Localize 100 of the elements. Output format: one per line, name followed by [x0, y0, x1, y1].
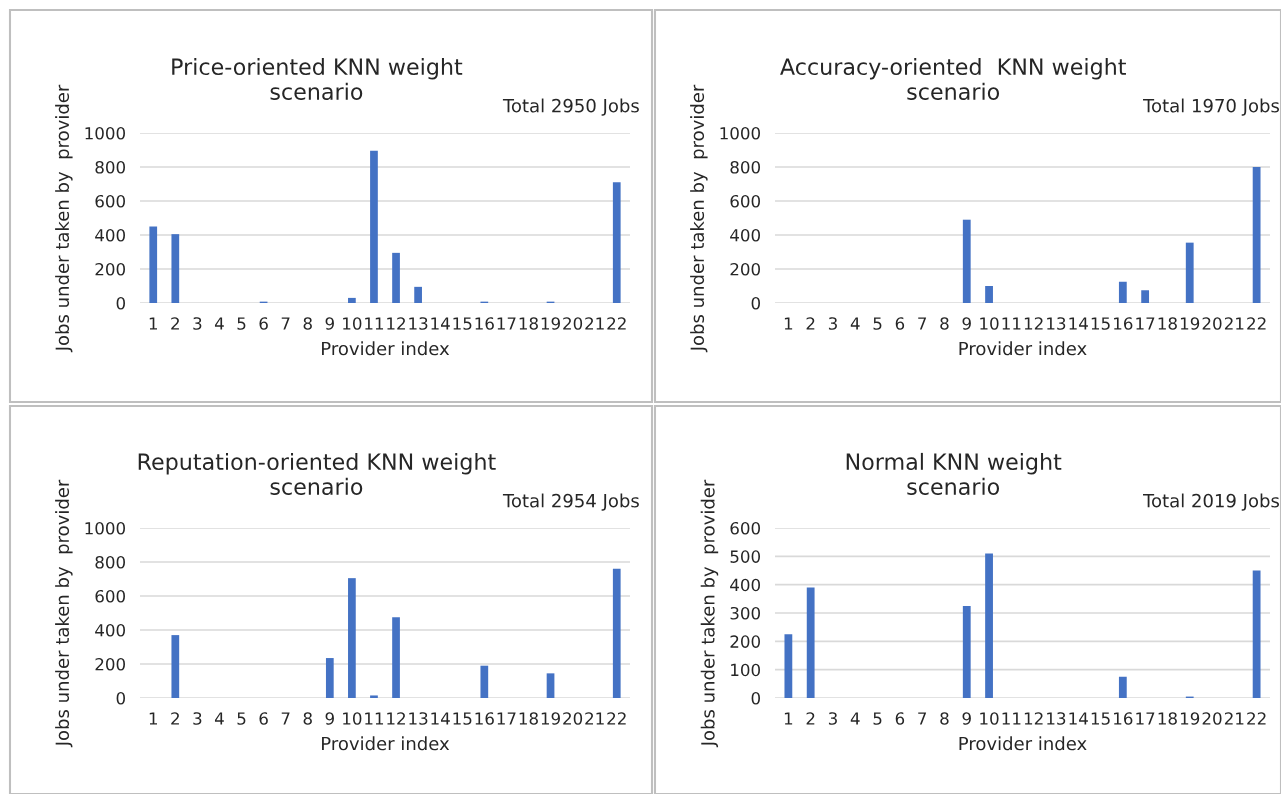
x-tick-label: 7	[918, 317, 927, 330]
x-tick-label: 16	[1114, 317, 1133, 330]
x-tick-label: 13	[1047, 317, 1066, 330]
y-tick-label: 400	[730, 228, 760, 242]
x-tick-label: 21	[1224, 317, 1244, 330]
y-tick-label: 0	[751, 691, 760, 705]
x-tick-label: 13	[409, 712, 428, 725]
bar	[1141, 290, 1150, 303]
x-tick-label: 2	[806, 317, 815, 330]
x-tick-label: 1	[149, 712, 158, 725]
y-tick-label: 100	[731, 663, 760, 677]
y-tick-label: 400	[730, 578, 760, 592]
x-tick-label: 21	[585, 712, 604, 725]
x-tick-label: 11	[1002, 712, 1021, 725]
x-axis-title: Provider index	[322, 341, 450, 356]
x-tick-label: 14	[431, 712, 450, 725]
y-tick-label: 500	[730, 550, 760, 563]
x-tick-label: 17	[1136, 317, 1155, 330]
x-tick-label: 4	[214, 712, 224, 725]
y-tick-label: 400	[95, 623, 125, 637]
y-tick-label: 1000	[85, 521, 125, 535]
bar	[962, 219, 971, 303]
x-axis-title: Provider index	[959, 736, 1087, 751]
bar	[985, 286, 993, 303]
bar	[784, 634, 793, 698]
x-tick-label: 10	[980, 317, 999, 330]
x-tick-label: 11	[365, 712, 384, 725]
x-axis-title: Provider index	[322, 736, 450, 751]
x-tick-label: 18	[1158, 317, 1177, 330]
y-tick-label: 800	[95, 160, 125, 174]
y-tick-label: 300	[730, 606, 760, 620]
x-tick-label: 15	[453, 712, 472, 725]
x-tick-label: 14	[431, 317, 450, 330]
x-tick-label: 18	[519, 317, 538, 330]
x-tick-label: 12	[1024, 712, 1043, 725]
x-tick-label: 10	[343, 317, 362, 330]
bar	[1252, 570, 1261, 698]
y-tick-label: 600	[95, 589, 125, 603]
x-tick-label: 16	[475, 712, 494, 725]
x-tick-label: 3	[193, 317, 202, 330]
x-tick-label: 1	[149, 317, 158, 330]
chart-title: Accuracy-oriented KNN weight scenario	[780, 57, 1126, 100]
y-tick-label: 600	[730, 194, 760, 208]
x-tick-label: 10	[343, 712, 362, 725]
x-tick-label: 3	[828, 317, 837, 330]
y-tick-label: 1000	[720, 126, 760, 140]
x-tick-label: 4	[850, 712, 860, 725]
bar	[171, 234, 180, 303]
x-tick-label: 19	[541, 317, 560, 330]
x-tick-label: 6	[259, 712, 268, 725]
text: Total 2954 Jobs	[502, 493, 639, 511]
x-tick-label: 14	[1069, 712, 1088, 725]
x-tick-label: 22	[1247, 712, 1266, 725]
x-tick-label: 8	[940, 317, 949, 330]
bar	[171, 635, 180, 698]
y-tick-label: 600	[730, 521, 760, 535]
bar	[392, 252, 400, 303]
bar	[962, 605, 971, 698]
x-tick-label: 6	[895, 317, 905, 330]
x-tick-label: 8	[303, 317, 312, 330]
x-tick-label: 2	[806, 712, 815, 725]
x-tick-label: 17	[497, 712, 516, 725]
y-tick-label: 600	[95, 194, 125, 208]
x-tick-label: 21	[1224, 712, 1244, 725]
bar	[414, 286, 422, 303]
x-tick-label: 8	[303, 712, 312, 725]
x-tick-label: 5	[237, 317, 246, 330]
x-tick-label: 15	[1091, 317, 1110, 330]
x-tick-label: 4	[214, 317, 224, 330]
x-axis-title: Provider index	[959, 341, 1087, 356]
x-tick-label: 14	[1069, 317, 1088, 330]
x-tick-label: 16	[475, 317, 494, 330]
y-tick-label: 800	[95, 555, 125, 569]
x-tick-label: 18	[519, 712, 538, 725]
x-tick-label: 20	[1202, 712, 1222, 725]
bar	[1252, 167, 1261, 303]
x-tick-label: 17	[1136, 712, 1155, 725]
y-tick-label: 200	[95, 262, 125, 276]
x-tick-label: 11	[1002, 317, 1021, 330]
bar	[1118, 676, 1127, 698]
x-tick-label: 3	[828, 712, 837, 725]
y-tick-label: 1000	[85, 126, 125, 140]
bar	[806, 587, 815, 698]
x-tick-label: 1	[784, 317, 793, 330]
y-tick-label: 200	[730, 635, 760, 648]
x-tick-label: 8	[940, 712, 949, 725]
x-tick-label: 5	[237, 712, 246, 725]
x-tick-label: 1	[784, 712, 793, 725]
x-tick-label: 20	[563, 712, 583, 725]
bar	[370, 695, 378, 698]
bar	[348, 297, 356, 303]
x-tick-label: 15	[1091, 712, 1110, 725]
x-tick-label: 6	[895, 712, 905, 725]
x-tick-label: 12	[1024, 317, 1043, 330]
x-tick-label: 13	[409, 317, 428, 330]
bar	[985, 553, 993, 698]
chart-title: Reputation-oriented KNN weight scenario	[138, 452, 496, 495]
x-tick-label: 7	[281, 712, 290, 725]
x-tick-label: 22	[1247, 317, 1266, 330]
x-tick-label: 7	[918, 712, 927, 725]
